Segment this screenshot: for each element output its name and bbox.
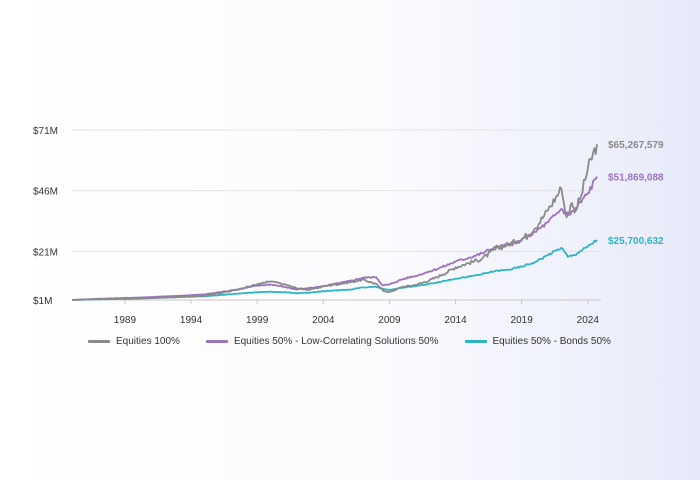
x-axis-ticks: 1989 1994 1999 2004 2009 2014 2019 2024: [114, 300, 600, 326]
x-tick-label: 1999: [246, 315, 269, 326]
series-line-2: [71, 239, 598, 301]
x-tick-label: 2024: [577, 315, 600, 326]
legend-item-equities-bonds: Equities 50% - Bonds 50%: [464, 336, 611, 347]
legend-label-equities-100: Equities 100%: [116, 336, 180, 347]
legend: Equities 100% Equities 50% - Low-Correla…: [88, 336, 637, 347]
legend-label-equities-bonds: Equities 50% - Bonds 50%: [492, 336, 611, 347]
end-label-2: $25,700,632: [608, 236, 664, 247]
x-tick-label: 1994: [180, 315, 203, 326]
series-lines: [71, 143, 598, 301]
end-labels: $65,267,579 $51,869,088 $25,700,632: [608, 140, 664, 247]
legend-item-equities-100: Equities 100%: [88, 336, 180, 347]
x-tick-label: 2019: [511, 315, 534, 326]
end-label-1: $51,869,088: [608, 173, 664, 184]
x-tick-label: 2014: [444, 315, 467, 326]
x-tick-label: 1989: [114, 315, 137, 326]
x-tick-label: 2004: [312, 315, 335, 326]
legend-swatch-equities-bonds: [464, 340, 487, 343]
y-tick-label: $21M: [33, 247, 58, 258]
series-line-0: [71, 143, 598, 301]
y-axis-ticks: $1M $21M $46M $71M: [33, 126, 58, 307]
legend-label-equities-lcs: Equities 50% - Low-Correlating Solutions…: [233, 336, 439, 347]
grid: [72, 129, 601, 301]
y-tick-label: $46M: [33, 187, 58, 198]
legend-swatch-equities-100: [88, 340, 110, 343]
series-line-1: [71, 176, 598, 301]
legend-swatch-equities-lcs: [205, 340, 228, 343]
end-label-0: $65,267,579: [608, 140, 664, 151]
y-tick-label: $71M: [33, 126, 58, 137]
y-tick-label: $1M: [33, 296, 52, 307]
x-tick-label: 2009: [378, 315, 401, 326]
legend-item-equities-lcs: Equities 50% - Low-Correlating Solutions…: [205, 336, 439, 347]
